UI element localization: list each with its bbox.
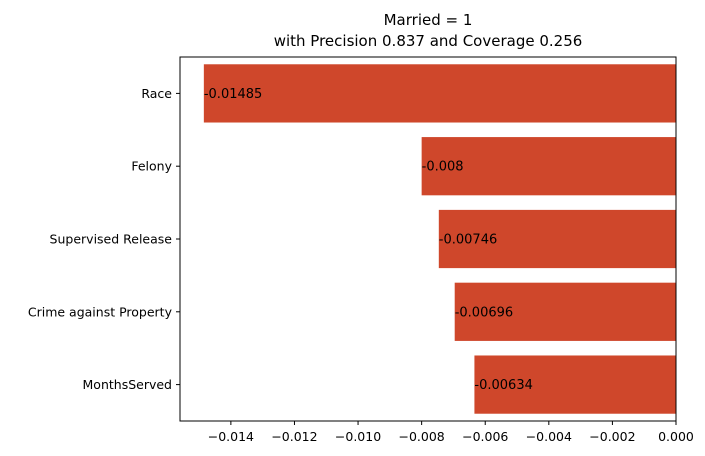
x-tick-label: −0.014 [208, 429, 254, 444]
bar [474, 355, 676, 414]
x-axis-ticks: −0.014 −0.012 −0.010 −0.008 −0.006 −0.004 −0.0… [208, 421, 694, 444]
y-tick-label: MonthsServed [83, 377, 172, 392]
bar-value-label: -0.01485 [204, 87, 262, 102]
chart-subtitle: with Precision 0.837 and Coverage 0.256 [274, 32, 583, 50]
bar [454, 282, 676, 341]
x-tick-label: 0.000 [658, 429, 694, 444]
bar [438, 209, 676, 269]
bar-value-label: -0.008 [422, 160, 464, 175]
x-tick-label: −0.008 [399, 429, 445, 444]
x-tick-label: −0.004 [526, 429, 572, 444]
bar-value-label: -0.00696 [455, 305, 513, 320]
chart-title: Married = 1 [384, 11, 473, 29]
bar [421, 137, 676, 196]
y-tick-label: Race [141, 86, 172, 101]
y-tick-label: Supervised Release [50, 232, 173, 247]
bar-value-label: -0.00746 [439, 233, 497, 248]
y-tick-label: Crime against Property [28, 304, 173, 319]
bar-value-label: -0.00634 [474, 378, 532, 393]
x-tick-label: −0.010 [335, 429, 381, 444]
bar-labels-layer: -0.01485 -0.008 -0.00746 -0.00696 -0.00634 [204, 87, 533, 393]
bar [203, 64, 676, 123]
plot-frame [179, 56, 677, 422]
bars-layer [203, 64, 676, 414]
y-axis-ticks: Race Felony Supervised Release Crime agains… [28, 86, 180, 392]
x-tick-label: −0.012 [271, 429, 317, 444]
x-tick-label: −0.006 [462, 429, 508, 444]
y-tick-label: Felony [131, 159, 172, 174]
x-tick-label: −0.002 [589, 429, 635, 444]
